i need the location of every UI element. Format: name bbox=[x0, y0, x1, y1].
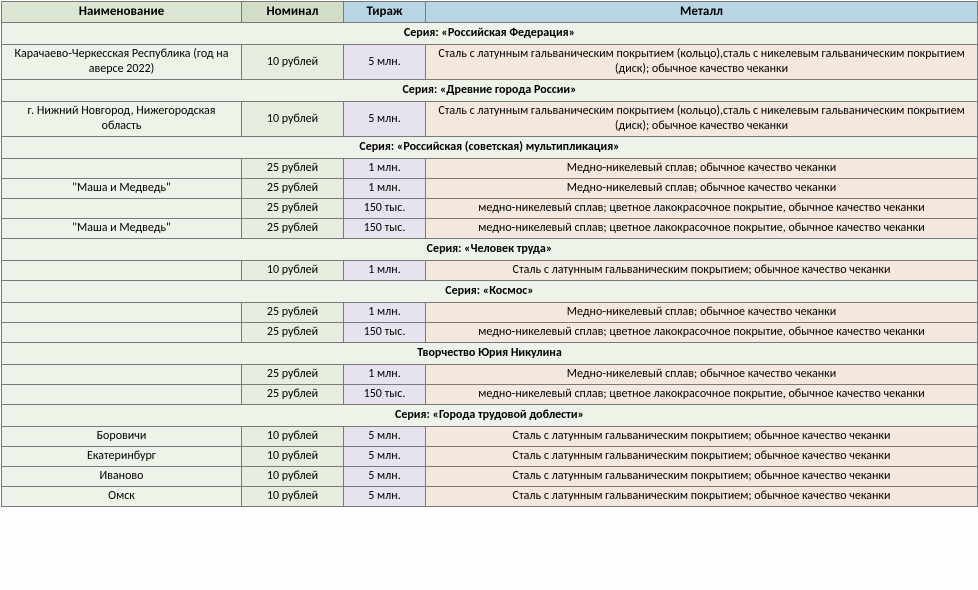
cell-mintage: 1 млн. bbox=[344, 179, 426, 199]
cell-metal: Сталь с латунным гальваническим покрытие… bbox=[426, 447, 978, 467]
cell-metal: Медно-никелевый сплав; обычное качество … bbox=[426, 303, 978, 323]
cell-metal: Сталь с латунным гальваническим покрытие… bbox=[426, 427, 978, 447]
cell-nominal: 25 рублей bbox=[242, 219, 344, 239]
table-row: Екатеринбург10 рублей5 млн.Сталь с латун… bbox=[2, 447, 978, 467]
table-row: 25 рублей1 млн.Медно-никелевый сплав; об… bbox=[2, 303, 978, 323]
series-title-row: Серия: «Космос» bbox=[2, 281, 978, 303]
cell-name: г. Нижний Новгород, Нижегородская област… bbox=[2, 102, 242, 137]
cell-mintage: 5 млн. bbox=[344, 102, 426, 137]
cell-mintage: 1 млн. bbox=[344, 365, 426, 385]
cell-mintage: 1 млн. bbox=[344, 261, 426, 281]
table-body: Серия: «Российская Федерация»Карачаево-Ч… bbox=[2, 23, 978, 507]
table-row: "Маша и Медведь"25 рублей150 тыс.медно-н… bbox=[2, 219, 978, 239]
series-title-row: Серия: «Города трудовой доблести» bbox=[2, 405, 978, 427]
cell-nominal: 10 рублей bbox=[242, 467, 344, 487]
cell-mintage: 150 тыс. bbox=[344, 199, 426, 219]
cell-metal: медно-никелевый сплав; цветное лакокрасо… bbox=[426, 219, 978, 239]
cell-metal: Сталь с латунным гальваническим покрытие… bbox=[426, 487, 978, 507]
cell-metal: Сталь с латунным гальваническим покрытие… bbox=[426, 261, 978, 281]
series-title: Серия: «Российская (советская) мультипли… bbox=[2, 137, 978, 159]
cell-metal: Сталь с латунным гальваническим покрытие… bbox=[426, 467, 978, 487]
cell-nominal: 25 рублей bbox=[242, 323, 344, 343]
series-title: Серия: «Города трудовой доблести» bbox=[2, 405, 978, 427]
cell-name: Омск bbox=[2, 487, 242, 507]
series-title: Серия: «Космос» bbox=[2, 281, 978, 303]
cell-metal: медно-никелевый сплав; цветное лакокрасо… bbox=[426, 199, 978, 219]
cell-nominal: 10 рублей bbox=[242, 487, 344, 507]
cell-name: Карачаево-Черкесская Республика (год на … bbox=[2, 45, 242, 80]
table-row: 25 рублей1 млн.Медно-никелевый сплав; об… bbox=[2, 159, 978, 179]
cell-nominal: 25 рублей bbox=[242, 159, 344, 179]
series-title-row: Серия: «Человек труда» bbox=[2, 239, 978, 261]
table-row: 25 рублей150 тыс.медно-никелевый сплав; … bbox=[2, 323, 978, 343]
cell-nominal: 25 рублей bbox=[242, 385, 344, 405]
header-name: Наименование bbox=[2, 2, 242, 23]
table-row: г. Нижний Новгород, Нижегородская област… bbox=[2, 102, 978, 137]
series-title: Серия: «Российская Федерация» bbox=[2, 23, 978, 45]
cell-name bbox=[2, 385, 242, 405]
cell-name: Боровичи bbox=[2, 427, 242, 447]
cell-mintage: 1 млн. bbox=[344, 159, 426, 179]
cell-mintage: 150 тыс. bbox=[344, 219, 426, 239]
cell-nominal: 10 рублей bbox=[242, 261, 344, 281]
coins-table: Наименование Номинал Тираж Металл Серия:… bbox=[1, 1, 978, 507]
table-row: Боровичи10 рублей5 млн.Сталь с латунным … bbox=[2, 427, 978, 447]
table-row: 25 рублей150 тыс.медно-никелевый сплав; … bbox=[2, 385, 978, 405]
cell-nominal: 25 рублей bbox=[242, 303, 344, 323]
cell-name: Екатеринбург bbox=[2, 447, 242, 467]
cell-metal: Медно-никелевый сплав; обычное качество … bbox=[426, 365, 978, 385]
cell-mintage: 150 тыс. bbox=[344, 323, 426, 343]
series-title-row: Творчество Юрия Никулина bbox=[2, 343, 978, 365]
cell-mintage: 5 млн. bbox=[344, 487, 426, 507]
cell-nominal: 10 рублей bbox=[242, 427, 344, 447]
cell-name bbox=[2, 323, 242, 343]
series-title: Серия: «Человек труда» bbox=[2, 239, 978, 261]
cell-metal: медно-никелевый сплав; цветное лакокрасо… bbox=[426, 385, 978, 405]
cell-name: "Маша и Медведь" bbox=[2, 219, 242, 239]
cell-metal: Медно-никелевый сплав; обычное качество … bbox=[426, 159, 978, 179]
header-nominal: Номинал bbox=[242, 2, 344, 23]
series-title: Серия: «Древние города России» bbox=[2, 80, 978, 102]
table-row: Карачаево-Черкесская Республика (год на … bbox=[2, 45, 978, 80]
header-metal: Металл bbox=[426, 2, 978, 23]
cell-mintage: 5 млн. bbox=[344, 45, 426, 80]
cell-name bbox=[2, 199, 242, 219]
table-row: Омск10 рублей5 млн.Сталь с латунным галь… bbox=[2, 487, 978, 507]
table-row: Иваново10 рублей5 млн.Сталь с латунным г… bbox=[2, 467, 978, 487]
cell-mintage: 1 млн. bbox=[344, 303, 426, 323]
cell-metal: Сталь с латунным гальваническим покрытие… bbox=[426, 45, 978, 80]
series-title-row: Серия: «Российская Федерация» bbox=[2, 23, 978, 45]
cell-name: Иваново bbox=[2, 467, 242, 487]
cell-name bbox=[2, 159, 242, 179]
cell-mintage: 5 млн. bbox=[344, 447, 426, 467]
table-row: 25 рублей1 млн.Медно-никелевый сплав; об… bbox=[2, 365, 978, 385]
cell-metal: медно-никелевый сплав; цветное лакокрасо… bbox=[426, 323, 978, 343]
cell-mintage: 5 млн. bbox=[344, 467, 426, 487]
header-mintage: Тираж bbox=[344, 2, 426, 23]
cell-name bbox=[2, 365, 242, 385]
cell-nominal: 25 рублей bbox=[242, 365, 344, 385]
table-row: "Маша и Медведь"25 рублей1 млн.Медно-ник… bbox=[2, 179, 978, 199]
series-title: Творчество Юрия Никулина bbox=[2, 343, 978, 365]
cell-nominal: 10 рублей bbox=[242, 45, 344, 80]
cell-nominal: 10 рублей bbox=[242, 447, 344, 467]
series-title-row: Серия: «Древние города России» bbox=[2, 80, 978, 102]
table-row: 25 рублей150 тыс.медно-никелевый сплав; … bbox=[2, 199, 978, 219]
cell-nominal: 25 рублей bbox=[242, 179, 344, 199]
cell-mintage: 5 млн. bbox=[344, 427, 426, 447]
cell-metal: Сталь с латунным гальваническим покрытие… bbox=[426, 102, 978, 137]
cell-name: "Маша и Медведь" bbox=[2, 179, 242, 199]
cell-nominal: 10 рублей bbox=[242, 102, 344, 137]
cell-metal: Медно-никелевый сплав; обычное качество … bbox=[426, 179, 978, 199]
cell-name bbox=[2, 303, 242, 323]
table-header: Наименование Номинал Тираж Металл bbox=[2, 2, 978, 23]
cell-mintage: 150 тыс. bbox=[344, 385, 426, 405]
cell-name bbox=[2, 261, 242, 281]
table-row: 10 рублей1 млн.Сталь с латунным гальвани… bbox=[2, 261, 978, 281]
series-title-row: Серия: «Российская (советская) мультипли… bbox=[2, 137, 978, 159]
cell-nominal: 25 рублей bbox=[242, 199, 344, 219]
